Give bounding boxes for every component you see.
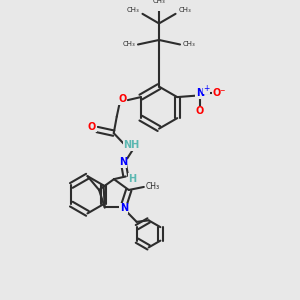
Text: O: O	[88, 122, 96, 132]
Text: N: N	[196, 88, 204, 98]
Text: CH₃: CH₃	[127, 7, 140, 13]
Text: N: N	[119, 157, 127, 167]
Text: O: O	[118, 94, 127, 104]
Text: H: H	[128, 174, 136, 184]
Text: O⁻: O⁻	[213, 88, 226, 98]
Text: +: +	[203, 85, 210, 94]
Text: NH: NH	[123, 140, 139, 150]
Text: CH₃: CH₃	[145, 182, 159, 191]
Text: CH₃: CH₃	[153, 0, 165, 4]
Text: CH₃: CH₃	[178, 7, 191, 13]
Text: O: O	[196, 106, 204, 116]
Text: N: N	[120, 203, 128, 213]
Text: CH₃: CH₃	[183, 40, 196, 46]
Text: CH₃: CH₃	[123, 40, 135, 46]
